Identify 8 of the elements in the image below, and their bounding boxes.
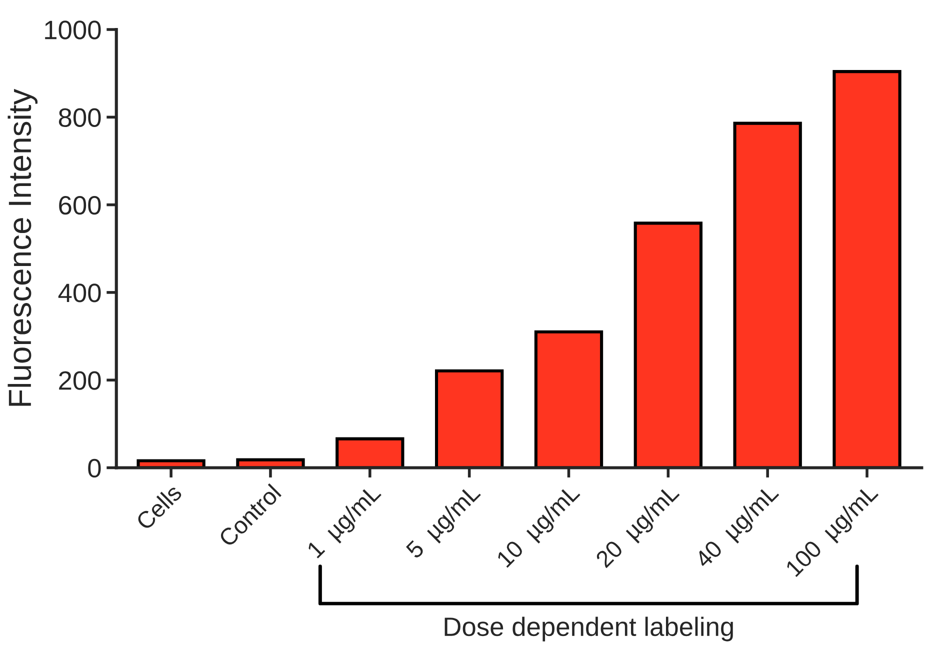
y-tick-label: 200 [59, 371, 101, 390]
y-tick-label: 800 [58, 108, 101, 127]
text: Dose dependent labeling [444, 616, 733, 642]
y-tick-label: 400 [58, 284, 101, 302]
y-tick-label: 0 [88, 458, 101, 478]
y-tick-label: 1000 [45, 20, 101, 40]
y-axis-title: Fluorescence Intensity [8, 88, 38, 406]
y-tick-label: 600 [59, 196, 101, 215]
